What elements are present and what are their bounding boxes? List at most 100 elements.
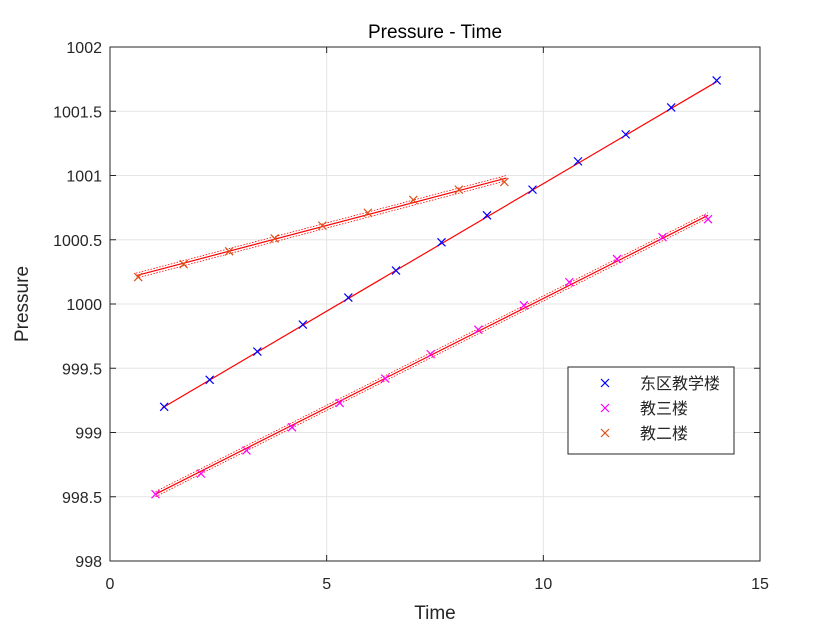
x-tick-label: 5 [322, 576, 331, 593]
marker-stroke [335, 398, 345, 408]
marker-stroke [426, 349, 436, 359]
marker-stroke [317, 221, 327, 231]
marker-stroke [363, 208, 373, 218]
data-markers [133, 75, 722, 499]
x-axis-title: Time [414, 603, 456, 624]
data-point [151, 489, 160, 499]
data-point [519, 300, 529, 310]
marker-stroke [205, 375, 215, 385]
data-point [621, 129, 631, 139]
y-tick-label: 999.5 [62, 361, 102, 378]
x-tick-label: 15 [751, 576, 769, 593]
fit-confidence-band [135, 180, 507, 279]
marker-stroke [380, 374, 390, 383]
data-point [573, 156, 583, 166]
y-tick-label: 998 [75, 554, 102, 571]
marker-stroke [391, 266, 401, 276]
data-point [270, 234, 280, 243]
marker-stroke [712, 75, 722, 85]
data-point [133, 272, 143, 282]
data-point [408, 195, 418, 205]
marker-stroke [133, 272, 143, 282]
data-point [437, 237, 446, 247]
fit-confidence-band [135, 175, 507, 274]
marker-stroke [573, 156, 583, 166]
marker-stroke [658, 232, 667, 242]
data-point [658, 232, 667, 242]
data-point [666, 102, 676, 112]
marker-stroke [482, 210, 492, 220]
legend-entry-label: 教二楼 [640, 424, 688, 443]
data-point [391, 266, 401, 276]
data-point [252, 347, 262, 356]
y-tick-label: 999 [75, 426, 102, 443]
data-point [426, 349, 436, 359]
marker-stroke [242, 446, 251, 455]
marker-stroke [600, 403, 610, 413]
marker-stroke [600, 428, 610, 438]
marker-stroke [621, 129, 631, 139]
marker-stroke [600, 378, 610, 388]
marker-stroke [437, 237, 446, 247]
data-point [205, 375, 215, 385]
marker-stroke [454, 185, 464, 195]
legend-marker [600, 378, 610, 388]
marker-stroke [564, 277, 574, 287]
data-point [380, 374, 390, 383]
data-point [159, 402, 169, 412]
marker-stroke [270, 234, 280, 243]
data-point [612, 254, 622, 264]
marker-stroke [252, 347, 262, 356]
data-point [473, 325, 483, 335]
axis-ticks: 0 5 10 15 998 998.5 999 999.5 1000 1000.5 1001 1001… [53, 40, 769, 593]
marker-stroke [612, 254, 622, 264]
marker-stroke [224, 246, 234, 256]
data-point [179, 259, 189, 269]
legend-entry-label: 教三楼 [640, 399, 688, 418]
y-tick-label: 1000.5 [53, 233, 102, 250]
marker-stroke [666, 102, 676, 112]
data-point [196, 469, 206, 479]
y-tick-label: 1001 [66, 169, 102, 186]
marker-stroke [528, 185, 537, 195]
marker-stroke [196, 469, 206, 479]
legend-box [567, 366, 735, 455]
legend-marker [600, 403, 610, 413]
data-point [482, 210, 492, 220]
data-point [335, 398, 345, 408]
legend-entry-label: 东区教学楼 [640, 374, 720, 393]
y-tick-label: 998.5 [62, 490, 102, 507]
fit-confidence-band [155, 217, 709, 498]
y-tick-label: 1000 [66, 297, 102, 314]
data-point [499, 177, 509, 187]
marker-stroke [287, 422, 297, 432]
data-point [317, 221, 327, 231]
legend-marker [600, 428, 610, 438]
data-point [454, 185, 464, 195]
y-axis-title: Pressure [12, 266, 33, 342]
data-point [363, 208, 373, 218]
marker-stroke [343, 293, 353, 302]
marker-stroke [473, 325, 483, 335]
data-point [343, 293, 353, 302]
data-point [242, 446, 251, 455]
marker-stroke [179, 259, 189, 269]
data-point [224, 246, 234, 256]
y-tick-label: 1002 [66, 40, 102, 57]
marker-stroke [298, 320, 308, 329]
marker-stroke [499, 177, 509, 187]
data-point [298, 320, 308, 329]
chart-title: Pressure - Time [368, 22, 502, 43]
marker-stroke [151, 489, 160, 499]
y-tick-label: 1001.5 [53, 104, 102, 121]
data-point [712, 75, 722, 85]
marker-stroke [408, 195, 418, 205]
marker-stroke [703, 214, 713, 224]
marker-stroke [519, 300, 529, 310]
data-point [528, 185, 537, 195]
data-point [287, 422, 297, 432]
x-tick-label: 10 [534, 576, 552, 593]
